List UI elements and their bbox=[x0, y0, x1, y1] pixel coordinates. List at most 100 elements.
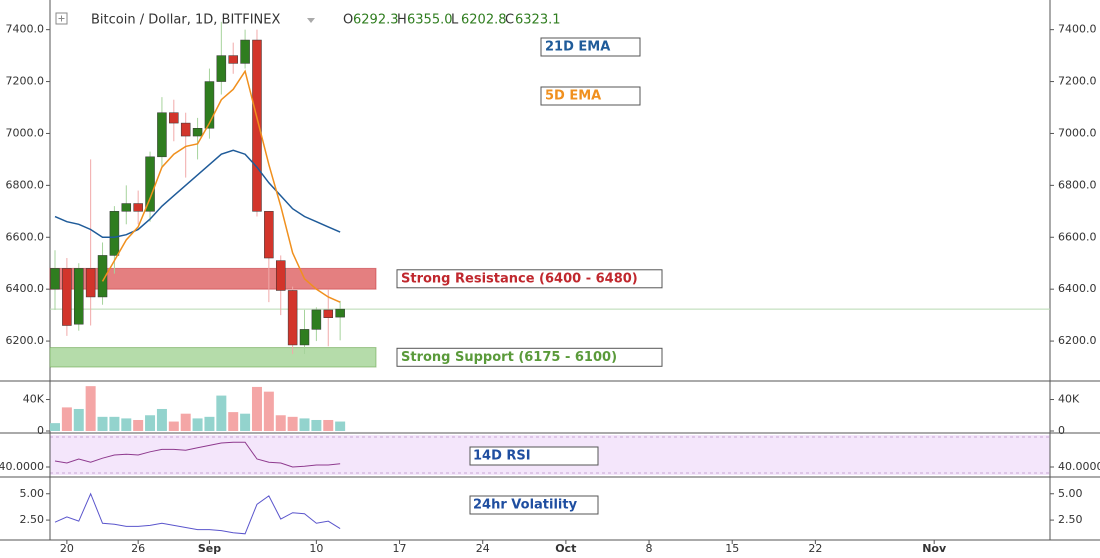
candle-body bbox=[299, 329, 310, 346]
volume-bar bbox=[97, 416, 108, 431]
ohlc-value: 6292.3 bbox=[353, 13, 399, 28]
y-tick-label: 7000.0 bbox=[6, 126, 45, 139]
indicator-line bbox=[54, 492, 341, 535]
candle-body bbox=[192, 128, 203, 137]
volume-bar bbox=[311, 419, 322, 431]
candle-body bbox=[62, 268, 72, 326]
x-tick-label: 8 bbox=[646, 542, 653, 555]
zone-label: Strong Resistance (6400 - 6480) bbox=[401, 271, 638, 286]
volume-bar bbox=[156, 408, 167, 431]
indicator-label: 24hr Volatility bbox=[473, 498, 578, 513]
y-tick-label: 7200.0 bbox=[6, 75, 45, 88]
legend-label: 5D EMA bbox=[545, 89, 601, 104]
y-tick-label: 6200.0 bbox=[6, 334, 45, 347]
y-tick-label: 7200.0 bbox=[1058, 75, 1097, 88]
x-tick-label: Nov bbox=[922, 542, 947, 555]
y-tick-label: 7000.0 bbox=[1058, 126, 1097, 139]
ohlc-key: L bbox=[451, 13, 459, 28]
candle-body bbox=[97, 255, 108, 298]
candle-body bbox=[216, 55, 227, 82]
volume-bar bbox=[50, 423, 60, 431]
y-tick-label: 0 bbox=[1058, 424, 1065, 437]
y-tick-label: 2.50 bbox=[1058, 513, 1083, 526]
volume-bar bbox=[192, 418, 203, 431]
candle-body bbox=[85, 268, 96, 298]
volume-bar bbox=[228, 412, 239, 431]
indicator-label: 14D RSI bbox=[473, 449, 531, 464]
volume-bar bbox=[275, 415, 286, 431]
ema-line bbox=[54, 149, 341, 239]
x-tick-label: Oct bbox=[555, 542, 576, 555]
candle-body bbox=[323, 309, 334, 318]
y-tick-label: 40K bbox=[23, 393, 45, 406]
y-tick-label: 6400.0 bbox=[6, 282, 45, 295]
legend-label: 21D EMA bbox=[545, 40, 610, 55]
candle-body bbox=[145, 156, 155, 212]
volume-bar bbox=[335, 421, 346, 431]
candle-body bbox=[240, 39, 250, 64]
volume-bar bbox=[168, 421, 179, 431]
y-tick-label: 40.0000 bbox=[1058, 460, 1100, 473]
candle-body bbox=[157, 112, 167, 158]
x-tick-label: 15 bbox=[725, 542, 739, 555]
candle-body bbox=[121, 203, 132, 212]
y-tick-label: 40.0000 bbox=[0, 460, 44, 473]
x-tick-label: 24 bbox=[476, 542, 490, 555]
dropdown-arrow[interactable] bbox=[307, 18, 315, 23]
indicator-box bbox=[469, 446, 599, 466]
y-tick-label: 6600.0 bbox=[6, 230, 45, 243]
candle-body bbox=[264, 211, 274, 259]
volume-bar bbox=[85, 386, 96, 431]
y-tick-label: 7400.0 bbox=[1058, 23, 1097, 36]
volume-bar bbox=[133, 419, 144, 431]
x-tick-label: 20 bbox=[60, 542, 74, 555]
y-tick-label: 6800.0 bbox=[1058, 178, 1097, 191]
y-tick-label: 7400.0 bbox=[6, 23, 45, 36]
volume-bar bbox=[180, 413, 191, 431]
volume-bar bbox=[263, 391, 274, 431]
zone bbox=[49, 347, 377, 368]
add-icon-plus bbox=[58, 15, 65, 22]
y-tick-label: 6600.0 bbox=[1058, 230, 1097, 243]
volume-bar bbox=[73, 408, 84, 431]
x-tick-label: 22 bbox=[808, 542, 822, 555]
candle-body bbox=[311, 309, 322, 330]
ohlc-value: 6355.0 bbox=[407, 13, 453, 28]
y-tick-label: 2.50 bbox=[20, 513, 45, 526]
candle-body bbox=[180, 122, 191, 137]
candle-body bbox=[252, 39, 262, 212]
volume-bar bbox=[145, 415, 156, 431]
symbol-title: Bitcoin / Dollar, 1D, BITFINEX bbox=[91, 13, 280, 28]
y-tick-label: 6200.0 bbox=[1058, 334, 1097, 347]
ohlc-value: 6202.8 bbox=[461, 13, 507, 28]
volume-bar bbox=[287, 416, 298, 431]
candle-body bbox=[228, 55, 238, 64]
ohlc-value: 6323.1 bbox=[515, 13, 561, 28]
y-tick-label: 5.00 bbox=[20, 487, 45, 500]
x-tick-label: 10 bbox=[309, 542, 323, 555]
ohlc-key: C bbox=[505, 13, 514, 28]
legend-box bbox=[540, 86, 641, 106]
candle-body bbox=[109, 211, 120, 256]
volume-bar bbox=[216, 395, 227, 431]
volume-bar bbox=[299, 418, 310, 431]
zone bbox=[49, 267, 377, 290]
y-tick-label: 5.00 bbox=[1058, 487, 1083, 500]
indicator-line bbox=[54, 441, 341, 468]
candle-body bbox=[133, 203, 143, 212]
ohlc-key: H bbox=[397, 13, 407, 28]
indicator-box bbox=[469, 495, 599, 515]
y-tick-label: 40K bbox=[1058, 393, 1080, 406]
x-tick-label: Sep bbox=[198, 542, 221, 555]
y-tick-label: 6400.0 bbox=[1058, 282, 1097, 295]
candle-body bbox=[287, 290, 298, 346]
volume-bar bbox=[204, 416, 215, 431]
candle-body bbox=[204, 81, 215, 129]
x-tick-label: 17 bbox=[393, 542, 407, 555]
ohlc-key: O bbox=[343, 13, 353, 28]
y-tick-label: 0 bbox=[37, 424, 44, 437]
volume-bar bbox=[323, 419, 334, 431]
volume-bar bbox=[240, 413, 251, 431]
zone-label: Strong Support (6175 - 6100) bbox=[401, 350, 617, 365]
